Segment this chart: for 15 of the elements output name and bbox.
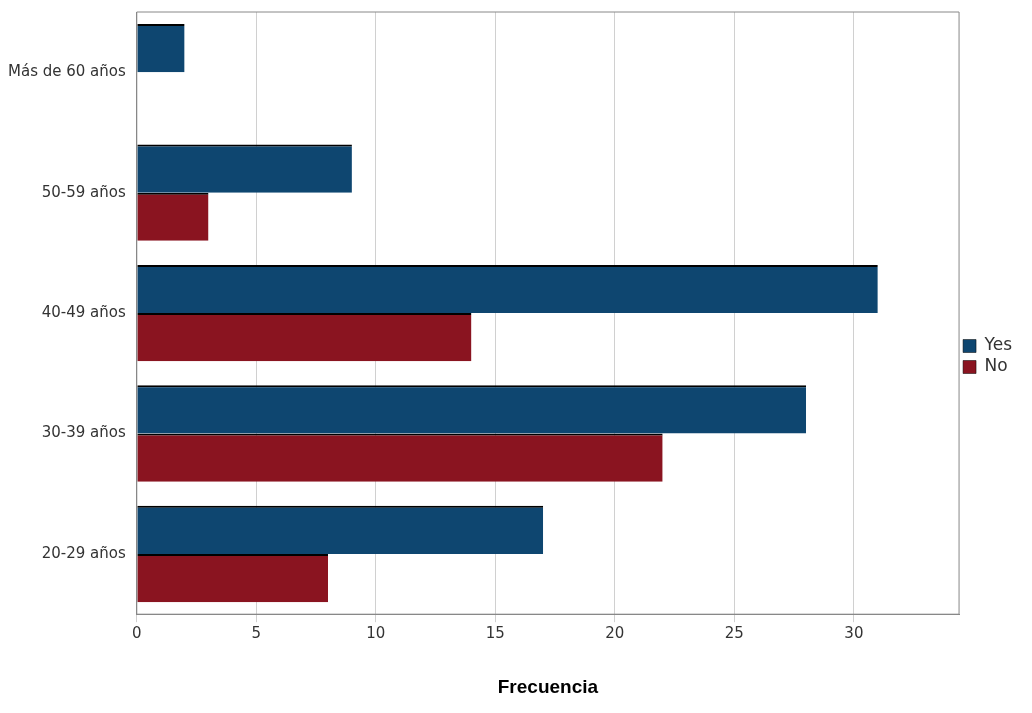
y-tick-label: 30-39 años (41, 423, 126, 442)
legend-label: Yes (983, 334, 1013, 355)
x-tick-label: 5 (251, 624, 262, 643)
y-tick-label: 20-29 años (41, 543, 126, 562)
x-tick-label: 20 (605, 624, 625, 643)
x-tick-label: 25 (724, 624, 744, 643)
x-axis-title: Frecuencia (497, 675, 599, 697)
y-tick-label: 50-59 años (41, 182, 126, 201)
x-tick-label: 0 (132, 624, 142, 643)
y-tick-label: Más de 60 años (8, 62, 126, 81)
x-tick-label: 30 (844, 624, 864, 643)
legend-label: No (984, 355, 1008, 376)
x-tick-label: 10 (366, 624, 386, 643)
y-tick-label: 40-49 años (41, 302, 126, 321)
x-tick-label: 15 (485, 624, 505, 643)
